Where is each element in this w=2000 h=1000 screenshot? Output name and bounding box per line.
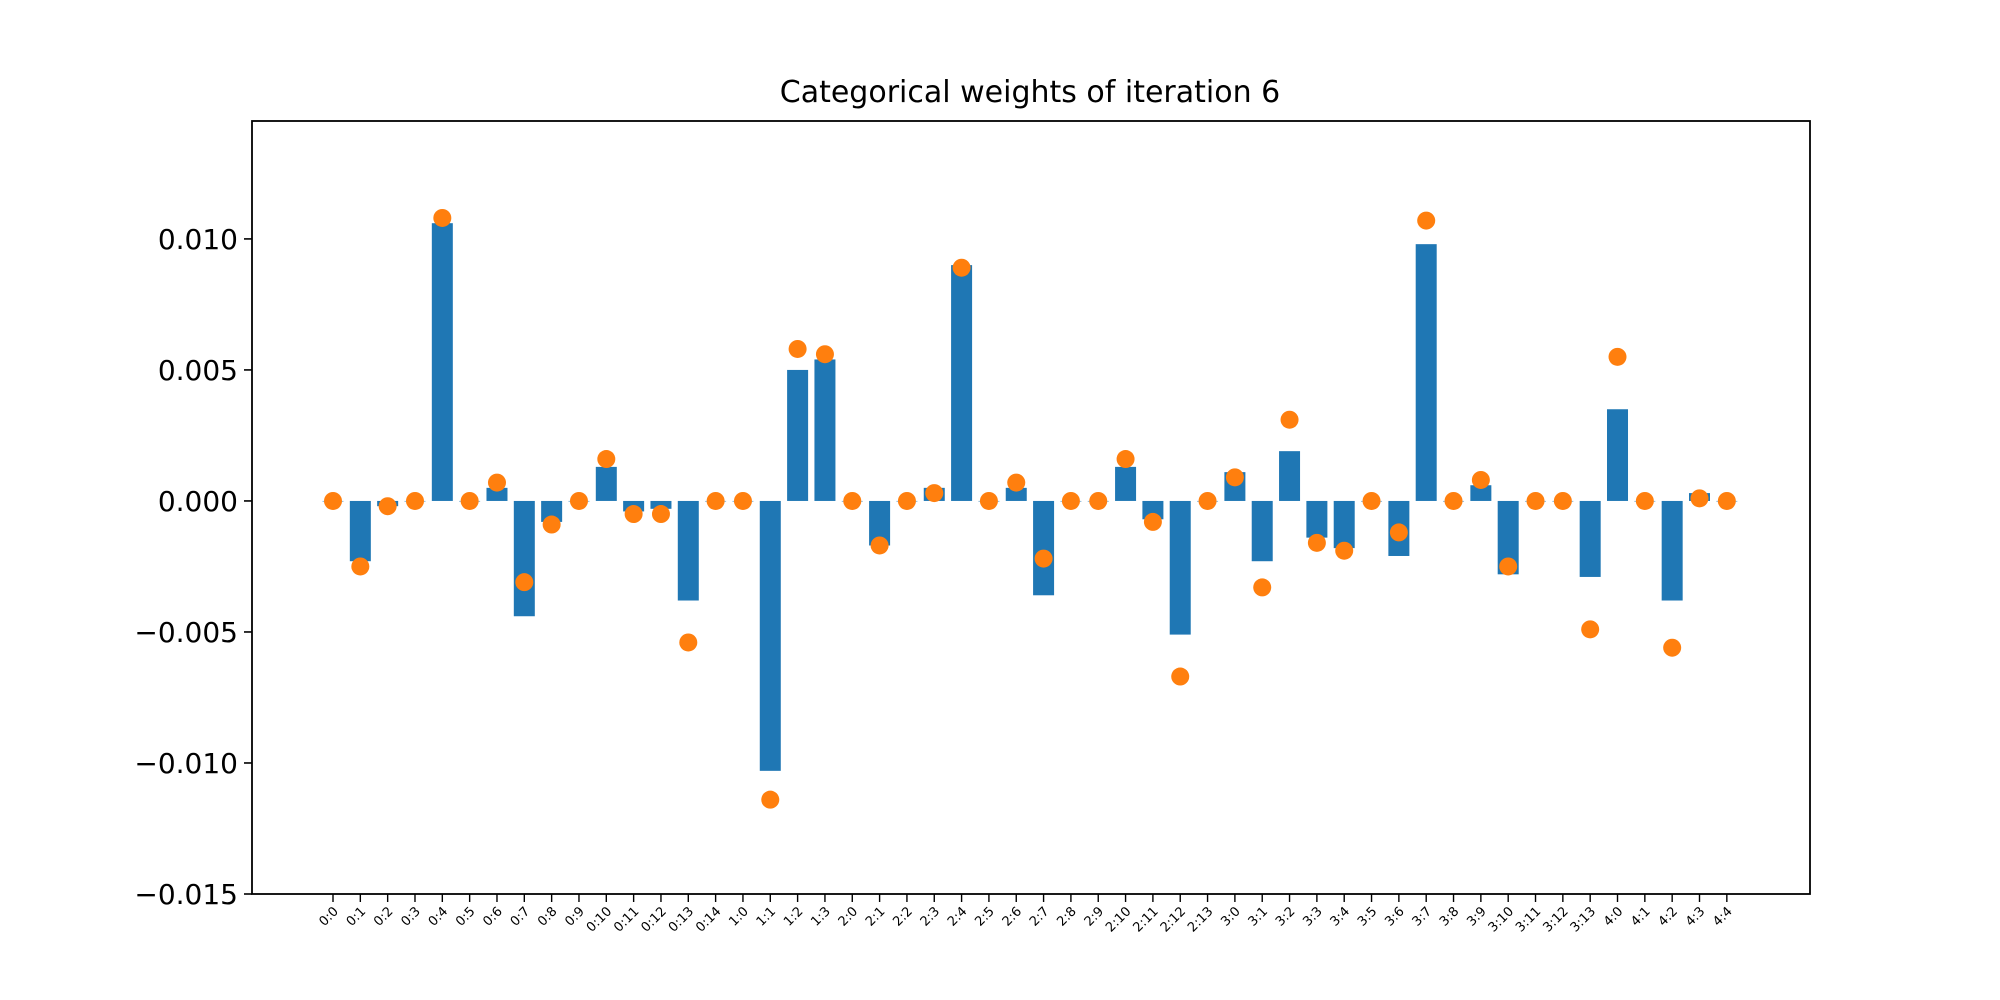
chart-title: Categorical weights of iteration 6 (780, 75, 1281, 110)
scatter-point (651, 505, 670, 524)
scatter-point (1116, 450, 1135, 469)
bar (1661, 500, 1683, 601)
scatter-point (870, 536, 889, 555)
scatter-point (1499, 557, 1518, 576)
bar (1005, 487, 1027, 501)
plot-area-frame (251, 120, 1811, 895)
scatter-point (897, 491, 916, 510)
bar (1607, 409, 1629, 501)
scatter-point (351, 557, 370, 576)
scatter-point (706, 491, 725, 510)
scatter-point (1526, 491, 1545, 510)
scatter-point (1663, 638, 1682, 657)
bar (677, 500, 699, 601)
scatter-series (324, 208, 1736, 809)
scatter-point (1581, 620, 1600, 639)
bar (1579, 500, 1601, 577)
scatter-point (815, 345, 834, 364)
scatter-point (1089, 491, 1108, 510)
scatter-point (405, 491, 424, 510)
scatter-point (733, 491, 752, 510)
scatter-point (1389, 523, 1408, 542)
y-tick-label: −0.005 (134, 616, 238, 649)
bar (431, 223, 453, 501)
bar (595, 466, 617, 501)
scatter-point (1362, 491, 1381, 510)
scatter-point (433, 208, 452, 227)
scatter-point (1061, 491, 1080, 510)
scatter-point (1444, 491, 1463, 510)
bar (1115, 466, 1137, 501)
scatter-point (1034, 549, 1053, 568)
scatter-point (1553, 491, 1572, 510)
scatter-point (515, 573, 534, 592)
bar (1033, 500, 1055, 596)
bar (1279, 451, 1301, 501)
scatter-point (679, 633, 698, 652)
bar (650, 500, 672, 509)
scatter-point (487, 473, 506, 492)
scatter-point (1471, 470, 1490, 489)
scatter-point (1307, 533, 1326, 552)
scatter-point (1717, 491, 1736, 510)
scatter-point (597, 450, 616, 469)
scatter-point (1608, 347, 1627, 366)
scatter-point (925, 484, 944, 503)
bar (1497, 500, 1519, 575)
scatter-point (1635, 491, 1654, 510)
scatter-point (761, 790, 780, 809)
y-tick-label: 0.005 (158, 354, 238, 387)
bar (349, 500, 371, 562)
bar (1333, 500, 1355, 549)
bar (869, 500, 891, 546)
bar (814, 359, 836, 501)
bar (541, 500, 563, 522)
scatter-point (460, 491, 479, 510)
scatter-point (1417, 211, 1436, 230)
y-tick-label: 0.010 (158, 223, 238, 256)
bar (759, 500, 781, 771)
scatter-point (1007, 473, 1026, 492)
bar (1306, 500, 1328, 538)
bar (951, 265, 973, 501)
bar (1415, 244, 1437, 501)
scatter-point (1335, 541, 1354, 560)
bar (1470, 485, 1492, 501)
scatter-point (1280, 410, 1299, 429)
scatter-point (952, 258, 971, 277)
scatter-point (1171, 667, 1190, 686)
bar (787, 369, 809, 501)
bar (486, 487, 508, 501)
scatter-point (979, 491, 998, 510)
scatter-point (1253, 578, 1272, 597)
scatter-point (324, 491, 342, 510)
bar (1251, 500, 1273, 562)
scatter-point (624, 505, 643, 524)
y-tick-label: 0.000 (158, 485, 238, 518)
y-tick-label: −0.010 (134, 747, 238, 780)
scatter-point (1198, 491, 1217, 510)
bar (1169, 500, 1191, 635)
scatter-point (843, 491, 862, 510)
scatter-point (569, 491, 588, 510)
scatter-point (378, 497, 397, 516)
scatter-point (788, 339, 807, 358)
bar (513, 500, 535, 617)
scatter-point (1690, 489, 1709, 508)
y-axis: 0.010 0.005 0.000 −0.005 −0.010 −0.015 (134, 223, 252, 911)
scatter-point (1143, 512, 1162, 531)
scatter-point (542, 515, 561, 534)
scatter-point (1225, 468, 1244, 487)
y-tick-label: −0.015 (134, 878, 238, 911)
